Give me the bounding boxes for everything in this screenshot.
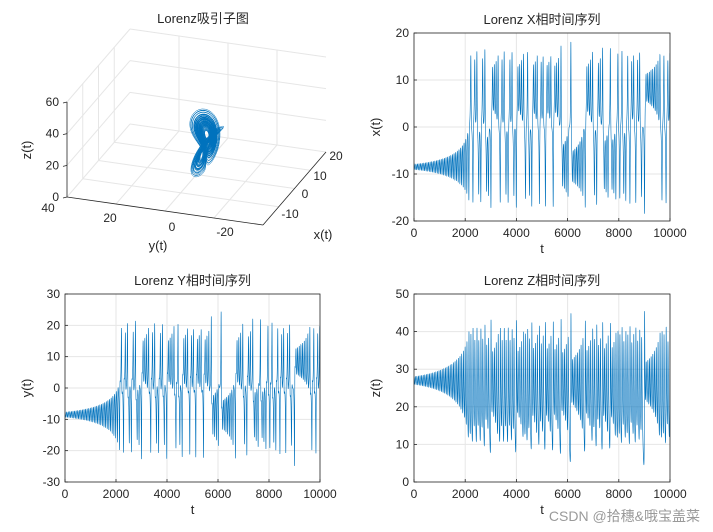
y-series-title: Lorenz Y相时间序列 xyxy=(134,273,251,288)
x-series-ylabel: x(t) xyxy=(368,118,383,137)
y-series-ytick-label: 30 xyxy=(47,287,61,301)
attractor-ztick-mark xyxy=(62,133,68,136)
x-series-xtick-label: 2000 xyxy=(452,226,479,240)
attractor-curve xyxy=(189,108,225,178)
y-series-ytick-label: -30 xyxy=(43,475,61,489)
z-series-xtick-label: 10000 xyxy=(653,487,687,501)
y-series-ytick-label: -20 xyxy=(43,444,61,458)
x-series-ytick-label: 20 xyxy=(396,26,410,40)
attractor-xtick-label: 20 xyxy=(329,149,343,163)
y-series-ytick-label: -10 xyxy=(43,412,61,426)
z-series-ytick-label: 0 xyxy=(402,475,409,489)
z-series-ytick-label: 30 xyxy=(396,362,410,376)
attractor-ztick-label: 60 xyxy=(46,95,60,109)
attractor-title: Lorenz吸引子图 xyxy=(157,11,249,26)
attractor-ztick-label: 0 xyxy=(52,190,59,204)
attractor-floor-grid xyxy=(98,160,295,189)
attractor-ztick-mark xyxy=(62,196,68,199)
z-series-frame xyxy=(413,293,671,483)
attractor-xlabel: x(t) xyxy=(314,227,333,242)
attractor-ytick-label: 20 xyxy=(103,211,117,225)
x-series-xtick-label: 8000 xyxy=(605,226,632,240)
attractor-zlabel: z(t) xyxy=(19,141,34,160)
z-series-title: Lorenz Z相时间序列 xyxy=(484,273,600,288)
attractor-ytick-label: -20 xyxy=(216,225,234,239)
z-series-xtick-label: 4000 xyxy=(503,487,530,501)
z-series-ytick-label: 10 xyxy=(396,437,410,451)
attractor-xtick-label: 0 xyxy=(302,187,309,201)
z-series-xtick-label: 8000 xyxy=(605,487,632,501)
z-series-ytick-label: 40 xyxy=(396,325,410,339)
attractor-y-axis xyxy=(66,196,264,226)
attractor-ztick-label: 40 xyxy=(46,127,60,141)
y-series-ytick-label: 0 xyxy=(53,381,60,395)
x-series-title: Lorenz X相时间序列 xyxy=(483,12,600,27)
attractor-x-axis xyxy=(262,151,327,226)
y-series-xlabel: t xyxy=(191,502,195,517)
attractor-xtick-label: 10 xyxy=(313,169,327,183)
y-series-xtick-label: 2000 xyxy=(103,487,130,501)
z-series-xtick-label: 0 xyxy=(411,487,418,501)
x-series-panel: 0 2000 4000 6000 8000 10000 -20 -10 0 10 20 Lorenz … xyxy=(368,12,687,256)
x-series-xtick-label: 0 xyxy=(411,226,418,240)
x-series-xtick-label: 4000 xyxy=(503,226,530,240)
attractor-ztick-mark xyxy=(62,164,68,167)
y-series-xtick-label: 8000 xyxy=(256,487,283,501)
z-series-xlabel: t xyxy=(540,502,544,517)
x-series-xtick-label: 6000 xyxy=(554,226,581,240)
y-series-xtick-label: 6000 xyxy=(205,487,232,501)
z-series-ytick-label: 50 xyxy=(396,287,410,301)
z-series-panel: 0 2000 4000 6000 8000 10000 0 10 20 30 40 50 Lorenz … xyxy=(368,273,687,517)
x-series-xlabel: t xyxy=(540,241,544,256)
x-series-ytick-label: 10 xyxy=(396,73,410,87)
x-series-xtick-label: 10000 xyxy=(653,226,687,240)
z-series-ytick-label: 20 xyxy=(396,400,410,414)
y-series-xtick-label: 4000 xyxy=(154,487,181,501)
x-series-ytick-label: -20 xyxy=(392,214,410,228)
y-series-line xyxy=(65,311,320,466)
z-series-xtick-label: 2000 xyxy=(452,487,479,501)
z-series-line xyxy=(414,311,670,466)
watermark-text: CSDN @拾穗&哦宝盖菜 xyxy=(549,508,700,524)
attractor-floor-grid xyxy=(114,141,311,171)
attractor-ztick-mark xyxy=(62,101,68,104)
x-series-ytick-label: 0 xyxy=(402,120,409,134)
y-series-xtick-label: 10000 xyxy=(303,487,337,501)
attractor-ztick-label: 20 xyxy=(46,158,60,172)
attractor-ytick-label: 0 xyxy=(169,220,176,234)
y-series-xtick-label: 0 xyxy=(62,487,69,501)
attractor-floor-grid xyxy=(213,144,278,219)
y-series-ytick-label: 20 xyxy=(47,318,61,332)
y-series-ylabel: y(t) xyxy=(19,379,34,398)
x-series-line xyxy=(414,41,670,215)
attractor-ytick-label: 40 xyxy=(41,201,55,215)
y-series-ytick-label: 10 xyxy=(47,350,61,364)
attractor-ylabel: y(t) xyxy=(149,238,168,253)
x-series-ytick-label: -10 xyxy=(392,167,410,181)
attractor-xtick-label: -10 xyxy=(281,207,299,221)
y-series-panel: 0 2000 4000 6000 8000 10000 -30 -20 -10 0 10 20 30 Lo… xyxy=(19,273,337,517)
z-series-ylabel: z(t) xyxy=(368,379,383,398)
z-series-xtick-label: 6000 xyxy=(554,487,581,501)
